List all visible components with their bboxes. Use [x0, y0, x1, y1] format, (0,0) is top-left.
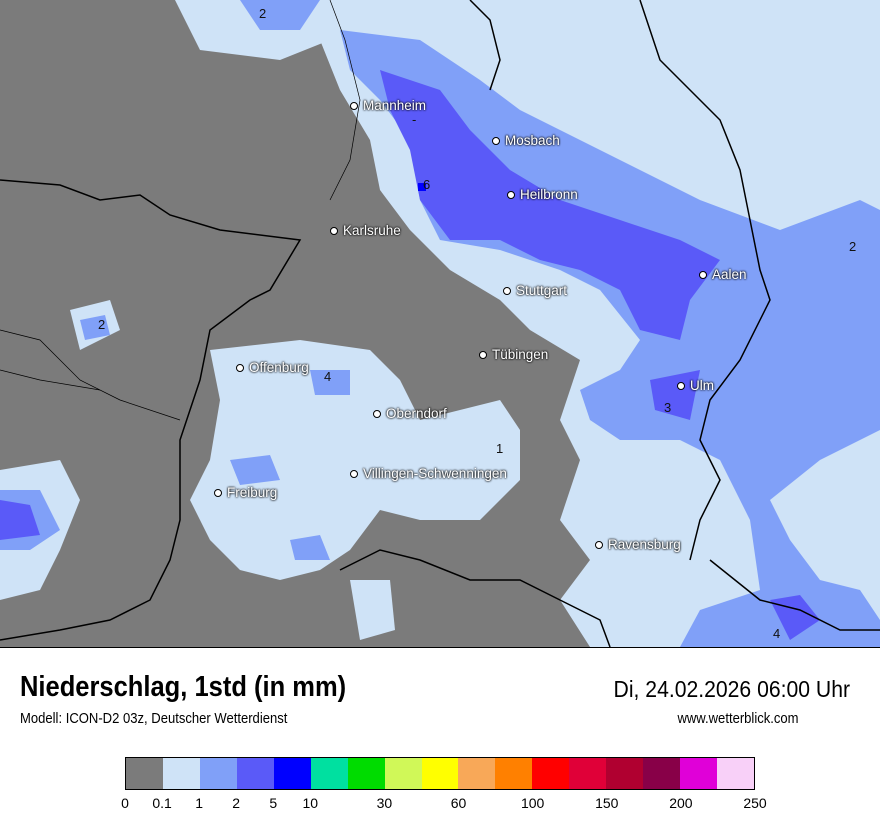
- city-offenburg: Offenburg: [236, 360, 309, 375]
- map-canvas: [0, 0, 880, 648]
- legend-swatch: [162, 758, 200, 789]
- map-value: 1: [496, 441, 504, 456]
- map-value: 4: [773, 626, 781, 641]
- legend-tick: 250: [743, 795, 767, 811]
- map-value: 6: [423, 177, 431, 192]
- city-mosbach: Mosbach: [492, 133, 560, 148]
- map-value: 2: [259, 6, 267, 21]
- legend-swatch: [347, 758, 385, 789]
- city-ravensburg: Ravensburg: [595, 537, 681, 552]
- city-label: Mosbach: [505, 133, 560, 148]
- legend-swatch: [236, 758, 274, 789]
- legend-swatch: [273, 758, 311, 789]
- city-aalen: Aalen: [699, 267, 747, 282]
- model-subtitle: Modell: ICON-D2 03z, Deutscher Wetterdie…: [20, 711, 288, 727]
- city-ulm: Ulm: [677, 378, 714, 393]
- map-value: 3: [664, 400, 672, 415]
- legend-tick: 1: [195, 795, 204, 811]
- city-label: Oberndorf: [386, 406, 447, 421]
- map-value: 2: [849, 239, 857, 254]
- legend-swatch: [569, 758, 607, 789]
- legend-tick: 30: [376, 795, 393, 811]
- city-karlsruhe: Karlsruhe: [330, 223, 401, 238]
- city-label: Offenburg: [249, 360, 309, 375]
- map-value: 2: [98, 317, 106, 332]
- precip-heavy: [0, 70, 820, 640]
- legend-tick: 100: [520, 795, 545, 811]
- legend-tick: 10: [302, 795, 319, 811]
- legend-swatch: [643, 758, 681, 789]
- legend-swatch: [717, 758, 754, 789]
- city-freiburg: Freiburg: [214, 485, 277, 500]
- legend-tick: 150: [595, 795, 619, 811]
- legend-tick: 0: [121, 795, 129, 811]
- legend-tick: 0.1: [152, 795, 172, 811]
- forecast-datetime: Di, 24.02.2026 06:00 Uhr: [613, 676, 850, 702]
- legend-tick: 200: [669, 795, 693, 811]
- city-label: Ravensburg: [608, 537, 681, 552]
- city-tuebingen: Tübingen: [479, 347, 548, 362]
- legend-swatch: [421, 758, 459, 789]
- borders: [0, 0, 880, 648]
- legend-swatch: [606, 758, 644, 789]
- legend-tick: 2: [232, 795, 241, 811]
- city-label: Villingen-Schwenningen: [363, 466, 507, 481]
- website-label: www.wetterblick.com: [677, 711, 799, 727]
- city-label: Heilbronn: [520, 187, 578, 202]
- legend-swatch: [458, 758, 496, 789]
- city-label: Mannheim: [363, 98, 427, 113]
- legend-swatch: [680, 758, 717, 789]
- city-label: Karlsruhe: [343, 223, 401, 238]
- legend-swatch: [495, 758, 533, 789]
- legend-tick: 60: [450, 795, 467, 811]
- city-oberndorf: Oberndorf: [373, 406, 447, 421]
- city-mannheim: Mannheim: [350, 98, 426, 113]
- district-borders: [0, 0, 361, 421]
- city-label: Freiburg: [227, 485, 278, 500]
- city-label: Stuttgart: [516, 283, 568, 298]
- city-label: Aalen: [712, 267, 747, 282]
- map-value: -: [412, 112, 417, 127]
- legend-swatch: [384, 758, 422, 789]
- legend-swatch: [199, 758, 237, 789]
- city-stuttgart: Stuttgart: [503, 283, 567, 298]
- city-heilbronn: Heilbronn: [507, 187, 578, 202]
- map-title: Niederschlag, 1std (in mm): [20, 671, 347, 703]
- city-label: Tübingen: [492, 347, 549, 362]
- city-label: Ulm: [690, 378, 714, 393]
- city-villingen-schwenningen: Villingen-Schwenningen: [350, 466, 507, 481]
- legend-swatch: [310, 758, 348, 789]
- map-value: 4: [324, 369, 332, 384]
- precipitation-map: Mannheim Mosbach Heilbronn Karlsruhe Stu…: [0, 0, 880, 648]
- legend-swatch: [532, 758, 570, 789]
- legend-swatch: [126, 758, 163, 789]
- color-legend: [125, 757, 755, 790]
- legend-tick: 5: [269, 795, 278, 811]
